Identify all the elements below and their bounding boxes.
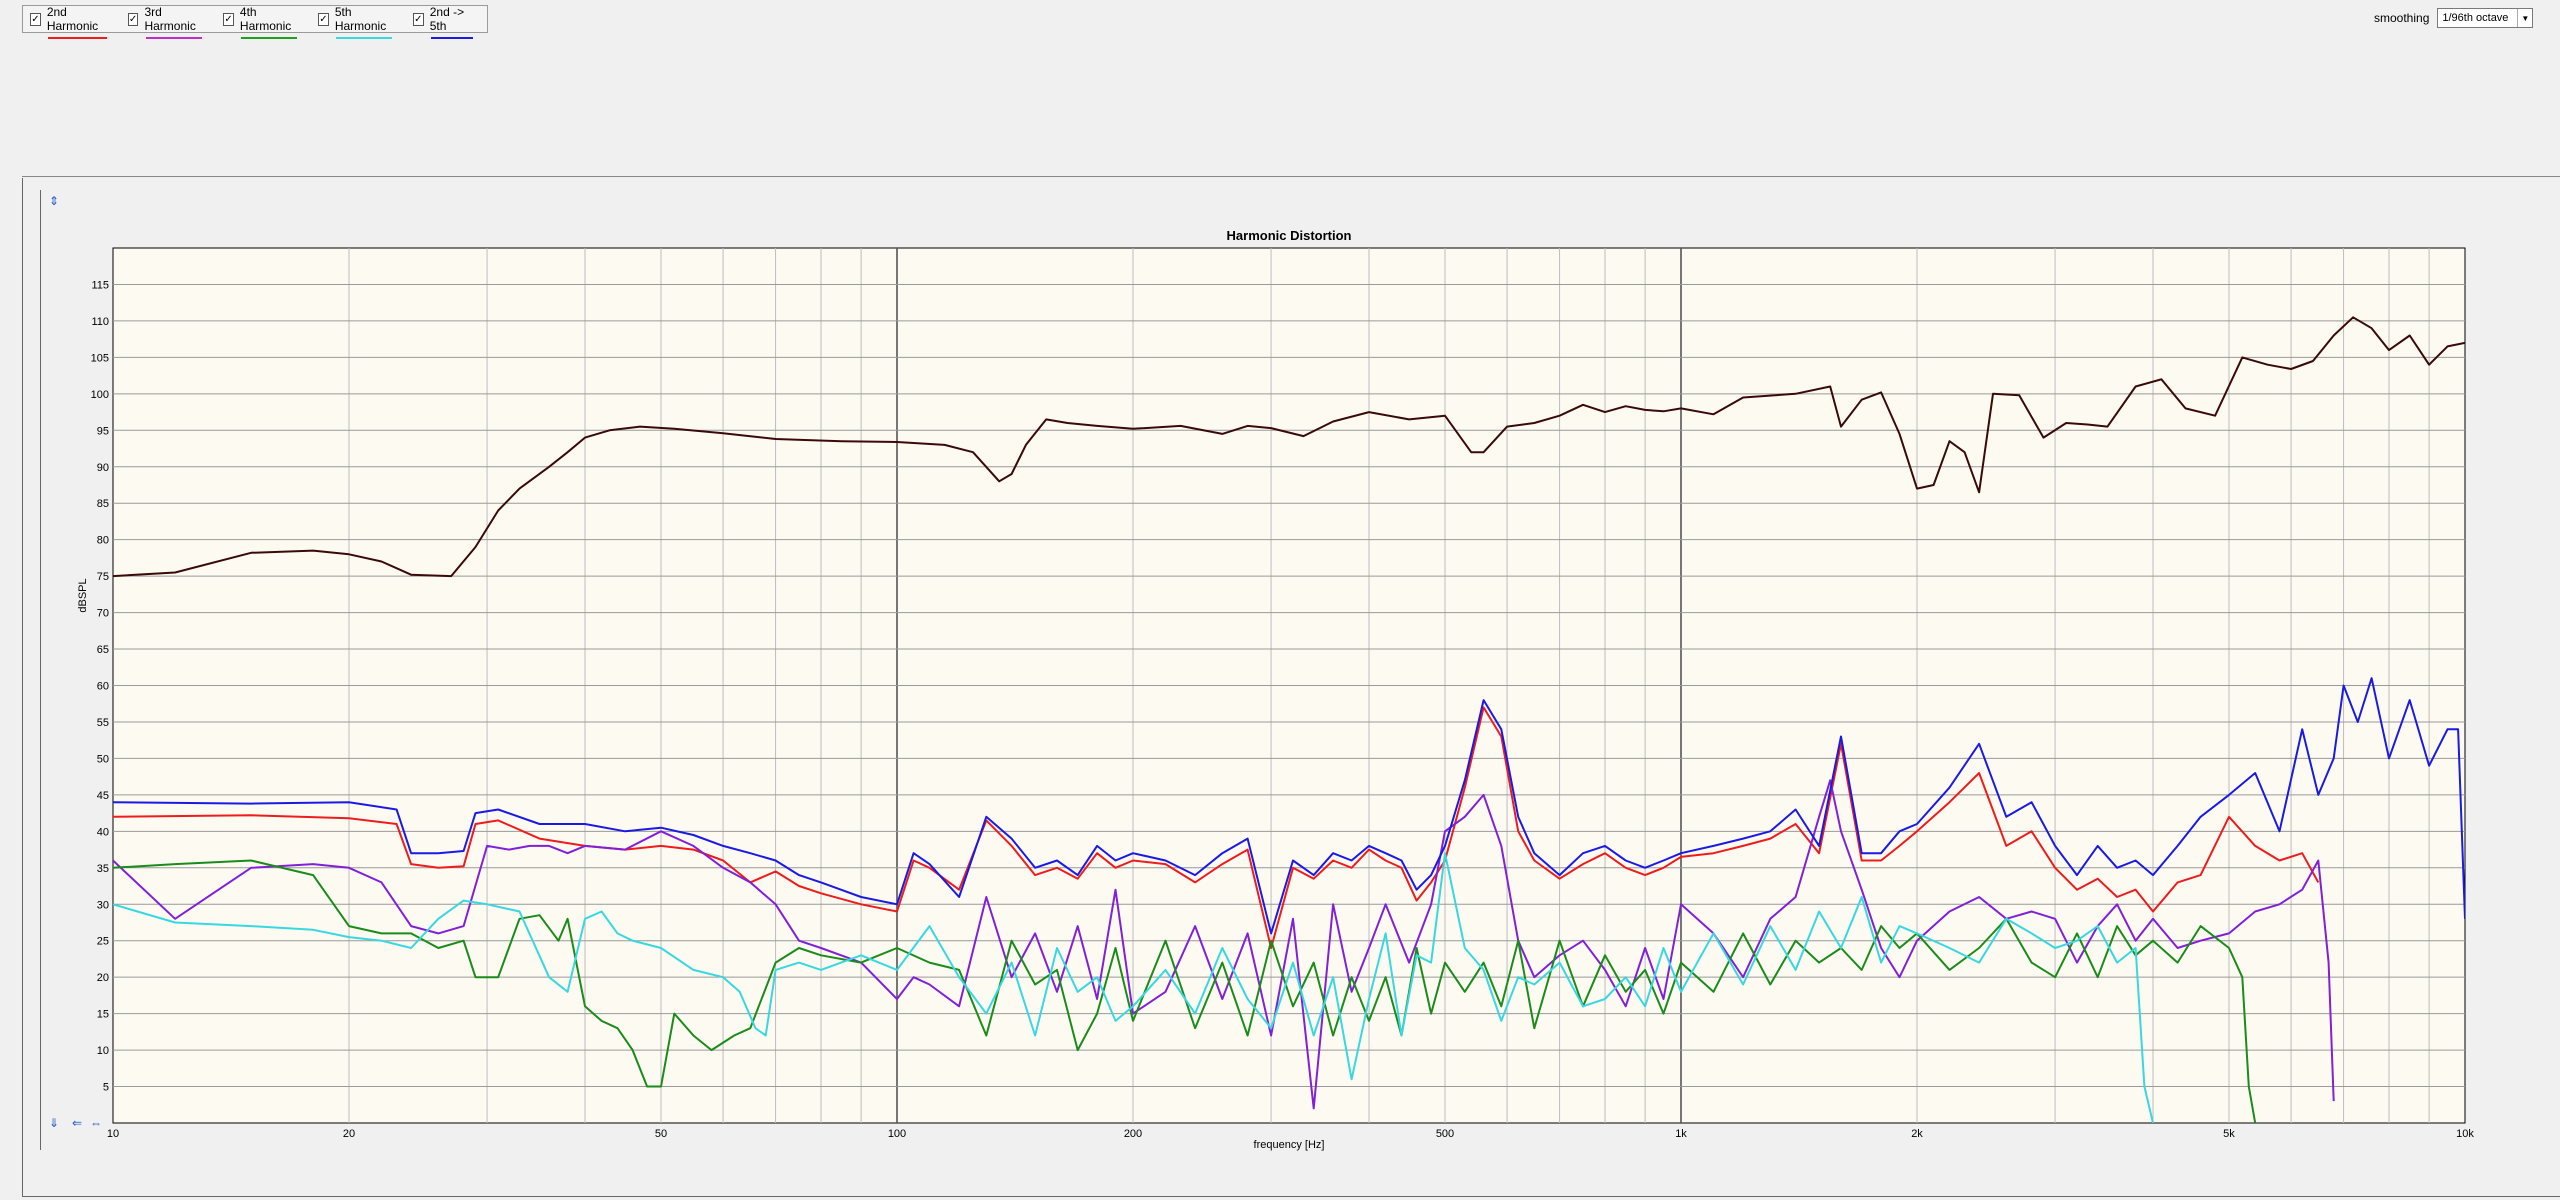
x-tick-label: 500 [1436,1128,1454,1140]
y-tick-label: 95 [97,425,109,437]
y-tick-label: 65 [97,644,109,656]
checkbox-icon[interactable]: ✓ [127,12,139,26]
y-tick-label: 100 [91,389,109,401]
y-tick-label: 35 [97,863,109,875]
legend-item[interactable]: ✓ 3rd Harmonic [127,5,203,39]
axis-right-icon[interactable]: ⇔ [90,1116,102,1130]
y-tick-label: 60 [97,681,109,693]
x-tick-label: 50 [655,1128,667,1140]
y-tick-label: 90 [97,462,109,474]
legend-item[interactable]: ✓ 4th Harmonic [223,5,298,39]
x-tick-label: 20 [343,1128,355,1140]
chevron-down-icon[interactable]: ▼ [2517,9,2532,27]
legend-label: 3rd Harmonic [144,5,196,33]
legend-swatch [241,37,298,39]
checkbox-icon[interactable]: ✓ [318,12,329,26]
series-line [113,316,2465,578]
x-tick-label: 10k [2456,1128,2474,1140]
series-line [113,706,2320,949]
legend-label: 5th Harmonic [334,5,387,33]
y-tick-label: 30 [97,899,109,911]
legend-label: 2nd Harmonic [46,5,99,33]
y-tick-label: 20 [97,972,109,984]
axis-down-icon[interactable]: ⇓ [49,1116,60,1130]
y-tick-label: 10 [97,1045,109,1057]
legend-label: 2nd -> 5th [429,5,465,33]
x-tick-label: 10 [107,1128,119,1140]
x-tick-label: 1k [1675,1128,1687,1140]
axis-scale-icon[interactable]: ⇕ [49,194,60,208]
series-line [113,779,2335,1110]
x-axis-label: frequency [Hz] [1254,1139,1325,1151]
y-tick-label: 85 [97,498,109,510]
x-tick-label: 5k [2223,1128,2235,1140]
x-tick-label: 2k [1911,1128,1923,1140]
axis-left-icon[interactable]: ⇐ [72,1116,83,1130]
y-axis-label: dBSPL [77,578,89,612]
y-tick-label: 40 [97,826,109,838]
legend-item[interactable]: ✓ 5th Harmonic [318,5,392,39]
y-tick-label: 5 [103,1082,109,1094]
x-tick-label: 200 [1124,1128,1142,1140]
legend-swatch [430,37,473,39]
smoothing-label: smoothing [2374,11,2430,25]
y-tick-label: 15 [97,1009,109,1021]
legend-swatch [145,37,203,39]
y-tick-label: 75 [97,571,109,583]
y-tick-label: 80 [97,535,109,547]
y-tick-label: 70 [97,608,109,620]
series-line [113,859,2257,1123]
y-tick-label: 105 [91,352,109,364]
checkbox-icon[interactable]: ✓ [412,12,424,26]
x-tick-label: 100 [888,1128,906,1140]
smoothing-select[interactable]: 1/96th octave ▼ [2437,8,2534,28]
y-tick-label: 55 [97,717,109,729]
legend-item[interactable]: ✓ 2nd -> 5th [412,5,473,39]
legend-label: 4th Harmonic [239,5,292,33]
checkbox-icon[interactable]: ✓ [30,12,41,26]
side-ruler [40,190,41,1150]
chart-title: Harmonic Distortion [1227,228,1352,243]
checkbox-icon[interactable]: ✓ [223,12,234,26]
y-tick-label: 110 [91,316,109,328]
legend-swatch [336,37,392,39]
y-tick-label: 50 [97,753,109,765]
y-tick-label: 45 [97,790,109,802]
y-tick-label: 25 [97,936,109,948]
smoothing-value: 1/96th octave [2442,12,2509,24]
legend-toolbar: ✓ 2nd Harmonic ✓ 3rd Harmonic ✓ 4th Harmonic ✓… [22,5,488,39]
y-tick-label: 115 [91,279,109,291]
series-line [113,852,2154,1123]
smoothing-control: smoothing 1/96th octave ▼ [2374,8,2534,28]
divider [22,176,2560,177]
graph-panel [22,178,2560,1197]
legend-item[interactable]: ✓ 2nd Harmonic [30,5,107,39]
legend-swatch [48,37,107,39]
series-line [113,677,2465,935]
